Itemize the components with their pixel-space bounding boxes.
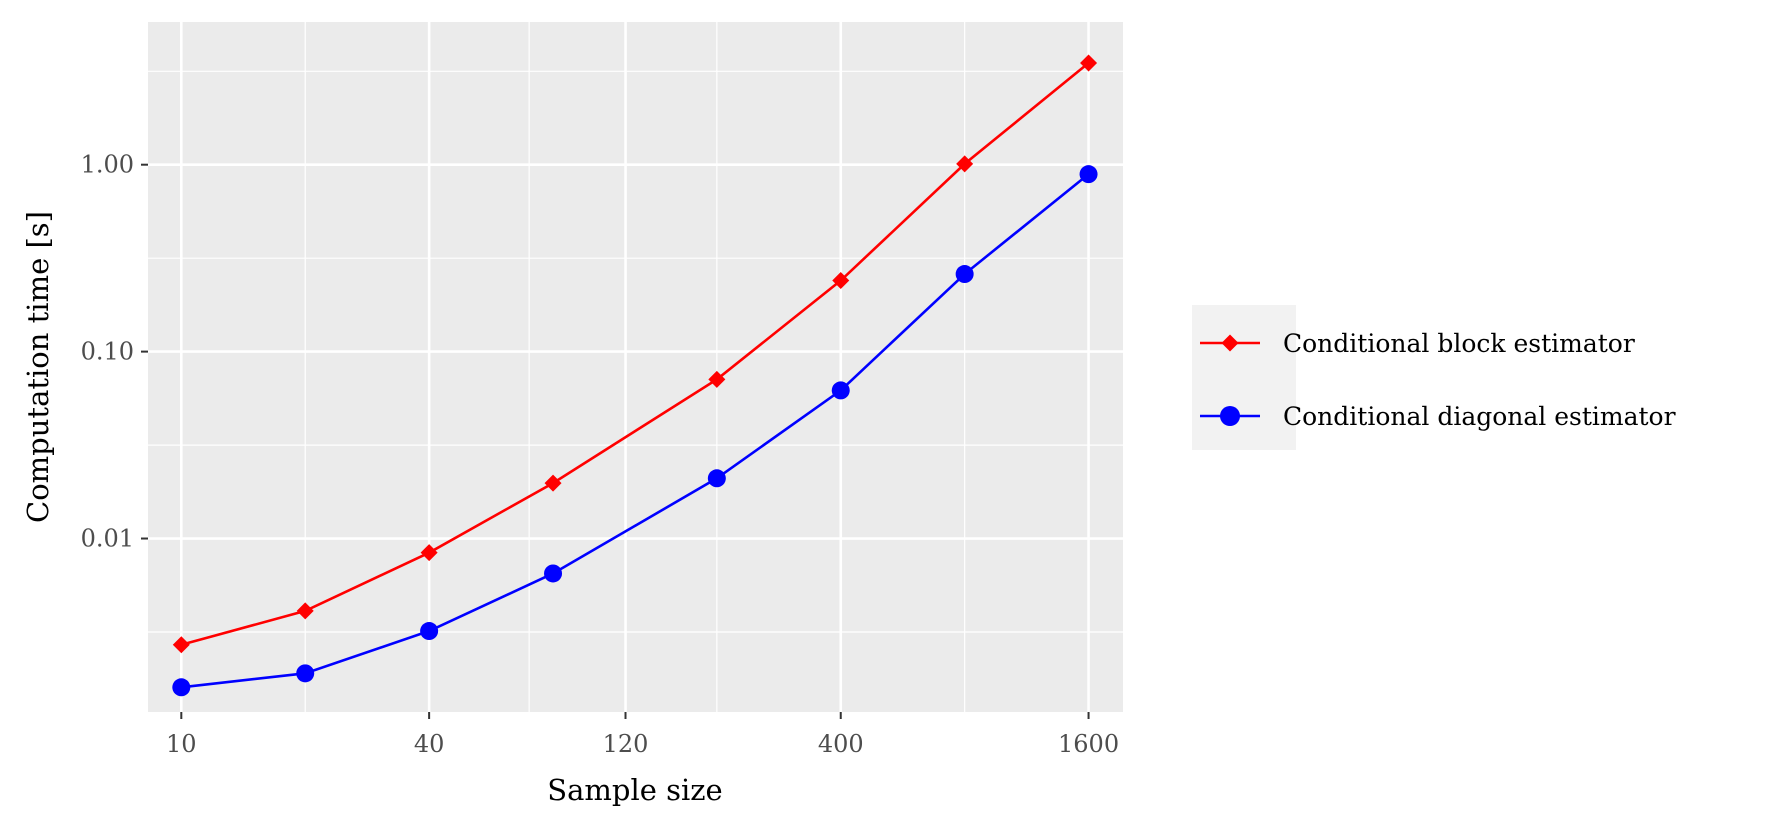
legend-label-block: Conditional block estimator [1283,329,1635,358]
data-point [296,602,314,620]
axis-ticks [141,163,1090,719]
series-layer [172,54,1098,697]
x-tick-label: 1600 [1058,730,1119,758]
y-tick-label: 0.01 [81,525,134,553]
data-point [831,381,850,400]
x-tick-label: 40 [414,730,445,758]
grid-minor [148,22,1123,712]
legend-keys [1200,334,1260,426]
x-axis-title: Sample size [547,773,722,807]
plot-panel [148,22,1123,712]
data-point [956,155,974,173]
series-diagonal [172,165,1098,697]
data-point [1080,54,1098,72]
y-tick-label: 0.10 [81,338,134,366]
data-point [544,564,563,583]
y-axis-title: Computation time [s] [21,211,55,523]
x-tick-label: 10 [166,730,197,758]
data-point [172,678,191,697]
series-line [181,173,1090,689]
x-tick-labels: 10 40 120 400 1600 [166,730,1119,758]
data-point [707,469,726,488]
data-point [296,664,315,683]
data-point [1079,165,1098,184]
data-point [832,272,850,290]
data-point [420,544,438,562]
data-point [708,370,726,388]
series-block [172,54,1098,654]
legend-label-diagonal: Conditional diagonal estimator [1283,402,1676,431]
data-point [420,622,439,641]
x-tick-label: 120 [603,730,649,758]
data-point [544,474,562,492]
data-point [172,636,190,654]
legend-key-marker [1221,334,1239,352]
x-tick-label: 400 [818,730,864,758]
y-tick-label: 1.00 [81,151,134,179]
legend-background [1192,305,1296,450]
y-tick-labels: 0.01 0.10 1.00 [81,151,134,553]
data-point [955,265,974,284]
legend: Conditional block estimator Conditional … [1192,305,1676,450]
legend-key-marker [1220,406,1240,426]
series-line [180,61,1090,647]
grid-major [148,22,1123,712]
